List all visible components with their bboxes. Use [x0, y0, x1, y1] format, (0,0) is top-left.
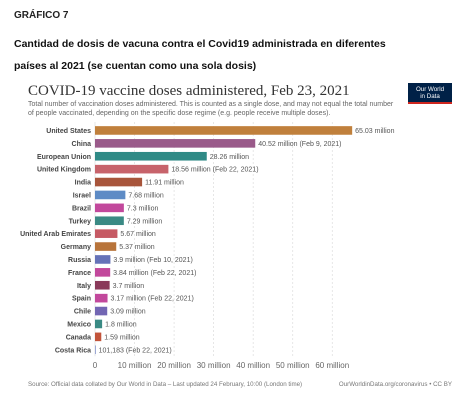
value-label: 5.67 million — [120, 231, 156, 238]
category-label: Costa Rica — [55, 347, 91, 354]
value-label: 7.29 million — [127, 218, 163, 225]
value-label: 7.3 million — [127, 205, 159, 212]
value-label: 5.37 million — [119, 244, 155, 251]
bar — [95, 216, 124, 226]
value-label: 3.7 million — [113, 283, 145, 290]
x-tick-label: 20 million — [157, 361, 191, 370]
bar — [95, 164, 169, 174]
bar — [95, 126, 353, 135]
bar — [95, 139, 256, 148]
footer-source: Source: Official data collated by Our Wo… — [28, 381, 303, 388]
bar — [95, 242, 117, 251]
value-label: 40.52 million (Feb 9, 2021) — [258, 141, 341, 148]
category-label: China — [72, 141, 92, 148]
value-label: 18.56 million (Feb 22, 2021) — [171, 167, 258, 174]
category-label: Turkey — [69, 218, 92, 225]
bar — [95, 306, 108, 316]
category-label: United States — [46, 128, 91, 135]
value-label: 3.9 million (Feb 10, 2021) — [113, 257, 192, 264]
category-label: Russia — [68, 257, 91, 264]
bar — [95, 177, 143, 187]
category-label: France — [68, 270, 91, 277]
value-label: 1.59 million — [104, 334, 140, 341]
bar — [95, 229, 118, 238]
value-label: 28.26 million — [210, 154, 249, 161]
figure-caption-line-2: países al 2021 (se cuentan como una sola… — [14, 60, 257, 72]
value-label: 101,183 (Feb 22, 2021) — [99, 347, 172, 354]
value-label: 7.68 million — [128, 192, 164, 199]
category-label: European Union — [37, 154, 91, 161]
category-label: United Kingdom — [37, 167, 91, 174]
logo-line-1: Our World — [415, 86, 445, 93]
value-label: 11.91 million — [145, 180, 184, 187]
x-tick-label: 60 million — [315, 361, 349, 370]
bar — [95, 293, 108, 303]
x-tick-label: 0 — [93, 361, 98, 370]
bar — [95, 190, 126, 200]
footer-link[interactable]: OurWorldinData.org/coronavirus • CC BY — [338, 381, 452, 388]
category-label: Israel — [73, 192, 91, 199]
bar — [95, 345, 96, 355]
category-label: Spain — [72, 296, 91, 303]
value-label: 3.09 million — [110, 309, 146, 316]
category-label: Canada — [66, 334, 91, 341]
chart-title: COVID-19 vaccine doses administered, Feb… — [28, 83, 350, 99]
bar — [95, 203, 124, 213]
category-label: Mexico — [67, 321, 91, 328]
category-label: India — [75, 180, 91, 187]
value-label: 3.17 million (Feb 22, 2021) — [111, 296, 194, 303]
bar — [95, 268, 111, 277]
x-tick-label: 30 million — [197, 361, 231, 370]
chart-subtitle: Total number of vaccination doses admini… — [28, 101, 394, 117]
bar — [95, 255, 111, 264]
x-tick-label: 10 million — [118, 361, 152, 370]
figure-label: GRÁFICO 7 — [14, 10, 69, 21]
category-label: Germany — [61, 244, 91, 251]
category-label: Chile — [74, 309, 91, 316]
bar — [95, 319, 103, 329]
category-label: Italy — [77, 283, 91, 290]
logo-line-2: in Data — [420, 93, 440, 100]
figure-caption-line-1: Cantidad de dosis de vacuna contra el Co… — [14, 38, 386, 50]
value-label: 65.03 million — [355, 128, 394, 135]
bar — [95, 151, 207, 161]
category-label: Brazil — [72, 205, 91, 212]
value-label: 3.84 million (Feb 22, 2021) — [113, 270, 196, 277]
value-label: 1.8 million — [105, 321, 137, 328]
category-label: United Arab Emirates — [20, 231, 91, 238]
bar — [95, 332, 102, 342]
our-world-in-data-logo[interactable]: Our World in Data — [408, 83, 452, 104]
bar — [95, 280, 110, 290]
x-tick-label: 50 million — [276, 361, 310, 370]
x-tick-label: 40 million — [236, 361, 270, 370]
